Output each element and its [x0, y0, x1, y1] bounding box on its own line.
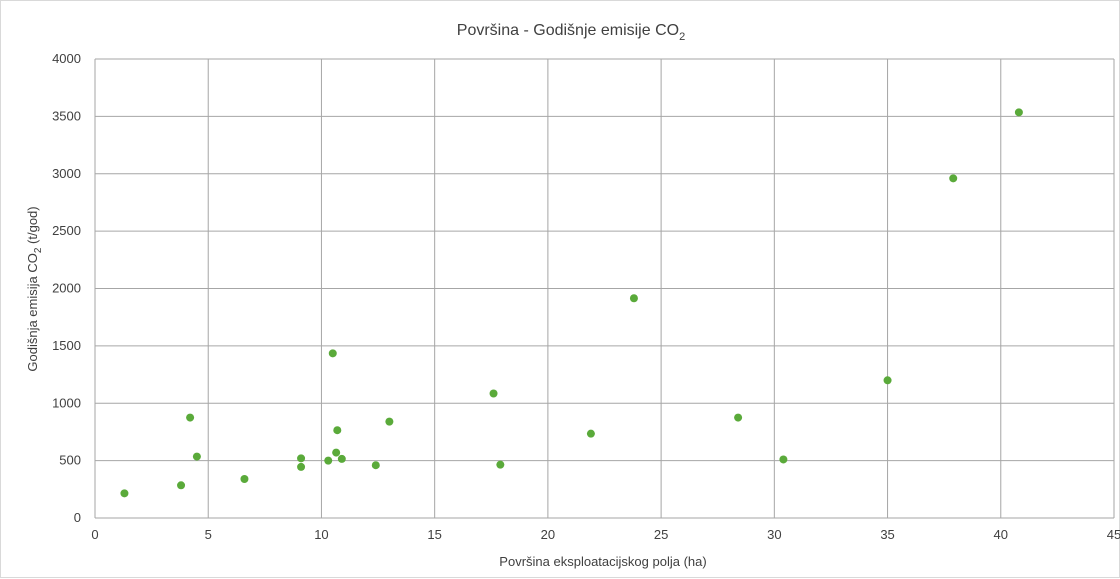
data-point	[629, 294, 638, 303]
chart-title: Površina - Godišnje emisije CO2	[457, 22, 685, 43]
x-tick-label: 25	[654, 527, 668, 542]
data-point	[120, 489, 129, 498]
data-point	[883, 376, 892, 385]
data-point	[496, 460, 505, 469]
y-tick-label: 3500	[52, 108, 81, 123]
data-point	[333, 426, 342, 435]
x-tick-label: 5	[205, 527, 212, 542]
x-axis-title: Površina eksploatacijskog polja (ha)	[499, 554, 706, 569]
x-tick-label: 20	[541, 527, 555, 542]
data-points	[120, 108, 1023, 498]
y-tick-label: 3000	[52, 166, 81, 181]
y-axis-title: Godišnja emisija CO2 (t/god)	[25, 206, 44, 371]
y-tick-label: 0	[74, 510, 81, 525]
x-tick-label: 30	[767, 527, 781, 542]
data-point	[371, 461, 380, 470]
y-tick-label: 1500	[52, 338, 81, 353]
y-tick-labels: 0 500 1000 1500 2000 2500 3000 3500 4000	[52, 51, 81, 525]
data-point	[192, 452, 201, 461]
x-tick-label: 35	[880, 527, 894, 542]
data-point	[324, 456, 333, 465]
data-point	[586, 429, 595, 438]
data-point	[1014, 108, 1023, 117]
data-point	[297, 454, 306, 463]
data-point	[297, 462, 306, 471]
data-point	[385, 417, 394, 426]
x-tick-label: 0	[91, 527, 98, 542]
data-point	[328, 349, 337, 358]
data-point	[337, 454, 346, 463]
data-point	[489, 389, 498, 398]
gridlines	[94, 58, 1115, 519]
data-point	[177, 481, 186, 490]
x-tick-label: 15	[427, 527, 441, 542]
y-tick-label: 2500	[52, 223, 81, 238]
y-tick-label: 500	[59, 453, 81, 468]
y-tick-label: 2000	[52, 281, 81, 296]
x-tick-labels: 0 5 10 15 20 25 30 35 40 45	[91, 527, 1120, 542]
x-tick-label: 10	[314, 527, 328, 542]
data-point	[734, 413, 743, 422]
x-tick-label: 45	[1107, 527, 1120, 542]
data-point	[949, 174, 958, 183]
data-point	[779, 455, 788, 464]
data-point	[186, 413, 195, 422]
x-tick-label: 40	[994, 527, 1008, 542]
y-tick-label: 4000	[52, 51, 81, 66]
data-point	[332, 448, 341, 457]
y-tick-label: 1000	[52, 395, 81, 410]
data-point	[240, 474, 249, 483]
